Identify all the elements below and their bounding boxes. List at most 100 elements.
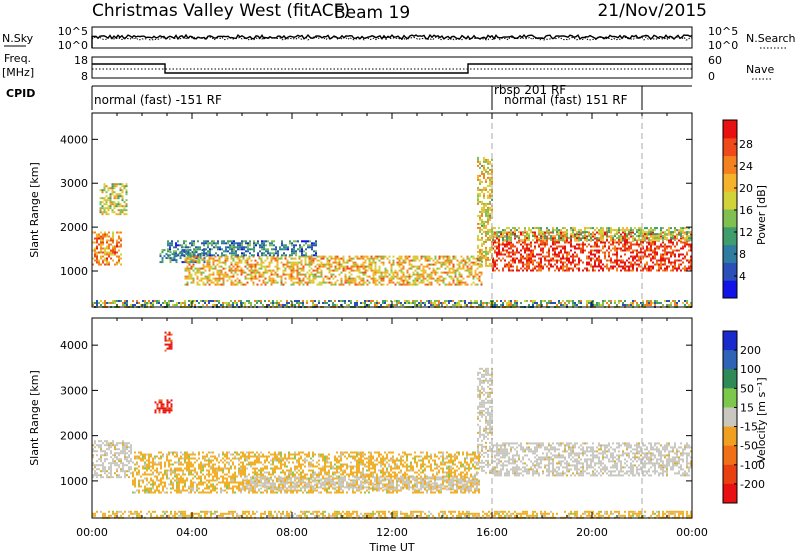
velocity-ytick-0: 1000 bbox=[60, 475, 88, 488]
velocity-cbar-tick-5: -50 bbox=[740, 440, 758, 453]
power-cbar-tick-1: 8 bbox=[739, 248, 746, 261]
power-cbar-tick-3: 16 bbox=[739, 204, 753, 217]
velocity-cbar-swatch-8 bbox=[723, 483, 737, 504]
velocity-cbar-tick-2: 50 bbox=[740, 382, 754, 395]
power-cbar-swatch-5 bbox=[723, 191, 737, 210]
power-cbar-tick-4: 20 bbox=[739, 182, 753, 195]
velocity-cbar-swatch-0 bbox=[723, 331, 737, 351]
power-region-7 bbox=[477, 156, 493, 267]
power-panel: 1000 2000 3000 4000 Slant Range [km] bbox=[28, 112, 693, 308]
power-colorbar: 4 8 12 16 20 24 28 bbox=[722, 119, 753, 299]
power-cbar-tick-5: 24 bbox=[739, 160, 753, 173]
cpid-label: CPID bbox=[6, 87, 35, 100]
cpid-segment-3: normal (fast) 151 RF bbox=[504, 93, 628, 107]
noise-left-tick-bottom: 10^0 bbox=[58, 39, 88, 52]
velocity-region-3 bbox=[492, 442, 692, 477]
noise-search-line bbox=[91, 36, 693, 41]
velocity-cbar-tick-1: 100 bbox=[740, 363, 761, 376]
power-cbar-swatch-9 bbox=[723, 120, 737, 139]
power-ytick-3: 4000 bbox=[60, 133, 88, 146]
x-axis-label: Time UT bbox=[368, 541, 414, 554]
velocity-cbar-tick-3: 15 bbox=[740, 401, 754, 414]
station-title: Christmas Valley West (fitACF) bbox=[92, 1, 350, 21]
velocity-cbar-tick-0: 200 bbox=[740, 344, 761, 357]
freq-unit-label: [MHz] bbox=[2, 66, 34, 79]
power-cbar-swatch-1 bbox=[723, 262, 737, 281]
velocity-colorbar-label: Velocity [m s⁻¹] bbox=[755, 377, 768, 462]
velocity-colorbar: 200 100 50 15 -15 -50 -100 -200 bbox=[722, 330, 765, 504]
beam-label: Beam 19 bbox=[334, 3, 410, 23]
noise-panel: 10^5 10^0 10^5 10^0 bbox=[58, 25, 738, 52]
velocity-cbar-swatch-1 bbox=[723, 350, 737, 370]
nsky-label: N.Sky bbox=[2, 32, 34, 45]
x-tick-5: 20:00 bbox=[576, 526, 608, 539]
power-cbar-tick-2: 12 bbox=[739, 226, 753, 239]
velocity-region-4 bbox=[477, 367, 493, 474]
frequency-line bbox=[92, 63, 692, 74]
velocity-region-1 bbox=[132, 451, 480, 494]
noise-right-tick-top: 10^5 bbox=[708, 25, 738, 38]
power-cbar-tick-0: 4 bbox=[739, 270, 746, 283]
cpid-segment-1: normal (fast) -151 RF bbox=[94, 93, 222, 107]
velocity-cbar-swatch-3 bbox=[723, 388, 737, 408]
power-region-1 bbox=[99, 183, 128, 216]
power-cbar-swatch-8 bbox=[723, 137, 737, 157]
velocity-cbar-tick-7: -200 bbox=[740, 478, 765, 491]
freq-label: Freq. bbox=[4, 52, 31, 65]
power-region-0 bbox=[92, 231, 122, 266]
x-tick-1: 04:00 bbox=[176, 526, 208, 539]
freq-left-tick-bottom: 8 bbox=[81, 70, 88, 83]
cpid-segment-2: rbsp 201 RF bbox=[494, 83, 566, 97]
velocity-ytick-2: 3000 bbox=[60, 384, 88, 397]
power-cbar-swatch-4 bbox=[723, 209, 737, 228]
x-tick-3: 12:00 bbox=[376, 526, 408, 539]
velocity-ytick-3: 4000 bbox=[60, 339, 88, 352]
power-data bbox=[92, 156, 692, 308]
nave-label: Nave bbox=[746, 63, 774, 76]
power-ytick-1: 2000 bbox=[60, 221, 88, 234]
x-tick-4: 16:00 bbox=[476, 526, 508, 539]
power-ytick-0: 1000 bbox=[60, 265, 88, 278]
velocity-cbar-tick-6: -100 bbox=[740, 459, 765, 472]
power-cbar-swatch-0 bbox=[723, 280, 737, 299]
power-region-6 bbox=[492, 227, 692, 242]
freq-right-tick-bottom: 0 bbox=[708, 70, 715, 83]
power-cbar-tick-6: 28 bbox=[739, 138, 753, 151]
velocity-panel: 1000 2000 3000 4000 Slant Range [km] bbox=[28, 317, 693, 519]
velocity-region-0 bbox=[92, 440, 132, 479]
nsearch-label: N.Search bbox=[746, 32, 796, 45]
x-tick-2: 08:00 bbox=[276, 526, 308, 539]
x-tick-6: 00:00 bbox=[676, 526, 708, 539]
power-ytick-2: 3000 bbox=[60, 177, 88, 190]
velocity-region-5 bbox=[154, 399, 173, 414]
frequency-panel: 18 8 60 0 bbox=[74, 54, 722, 83]
power-cbar-swatch-2 bbox=[723, 244, 737, 263]
power-colorbar-label: Power [dB] bbox=[755, 185, 768, 245]
power-region-4 bbox=[167, 240, 317, 257]
velocity-cbar-swatch-4 bbox=[723, 407, 737, 428]
velocity-cbar-swatch-5 bbox=[723, 426, 737, 447]
velocity-data bbox=[92, 331, 692, 519]
noise-left-tick-top: 10^5 bbox=[58, 25, 88, 38]
velocity-cbar-swatch-7 bbox=[723, 464, 737, 485]
velocity-cbar-swatch-2 bbox=[723, 369, 737, 389]
power-ylabel: Slant Range [km] bbox=[28, 162, 41, 258]
freq-left-tick-top: 18 bbox=[74, 54, 88, 67]
freq-right-tick-top: 60 bbox=[708, 54, 722, 67]
power-cbar-swatch-6 bbox=[723, 173, 737, 192]
velocity-cbar-swatch-6 bbox=[723, 445, 737, 466]
cpid-panel: normal (fast) -151 RF rbsp 201 RF normal… bbox=[91, 83, 692, 110]
velocity-region-2 bbox=[242, 476, 480, 491]
date-label: 21/Nov/2015 bbox=[597, 1, 707, 21]
power-region-3 bbox=[184, 255, 483, 286]
noise-sky-line bbox=[91, 33, 693, 48]
velocity-cbar-tick-4: -15 bbox=[740, 421, 758, 434]
power-cbar-swatch-3 bbox=[723, 226, 737, 246]
x-tick-0: 00:00 bbox=[76, 526, 108, 539]
velocity-ylabel: Slant Range [km] bbox=[28, 370, 41, 466]
velocity-ytick-1: 2000 bbox=[60, 430, 88, 443]
power-cbar-swatch-7 bbox=[723, 155, 737, 174]
noise-right-tick-bottom: 10^0 bbox=[708, 39, 738, 52]
velocity-region-6 bbox=[164, 331, 173, 352]
